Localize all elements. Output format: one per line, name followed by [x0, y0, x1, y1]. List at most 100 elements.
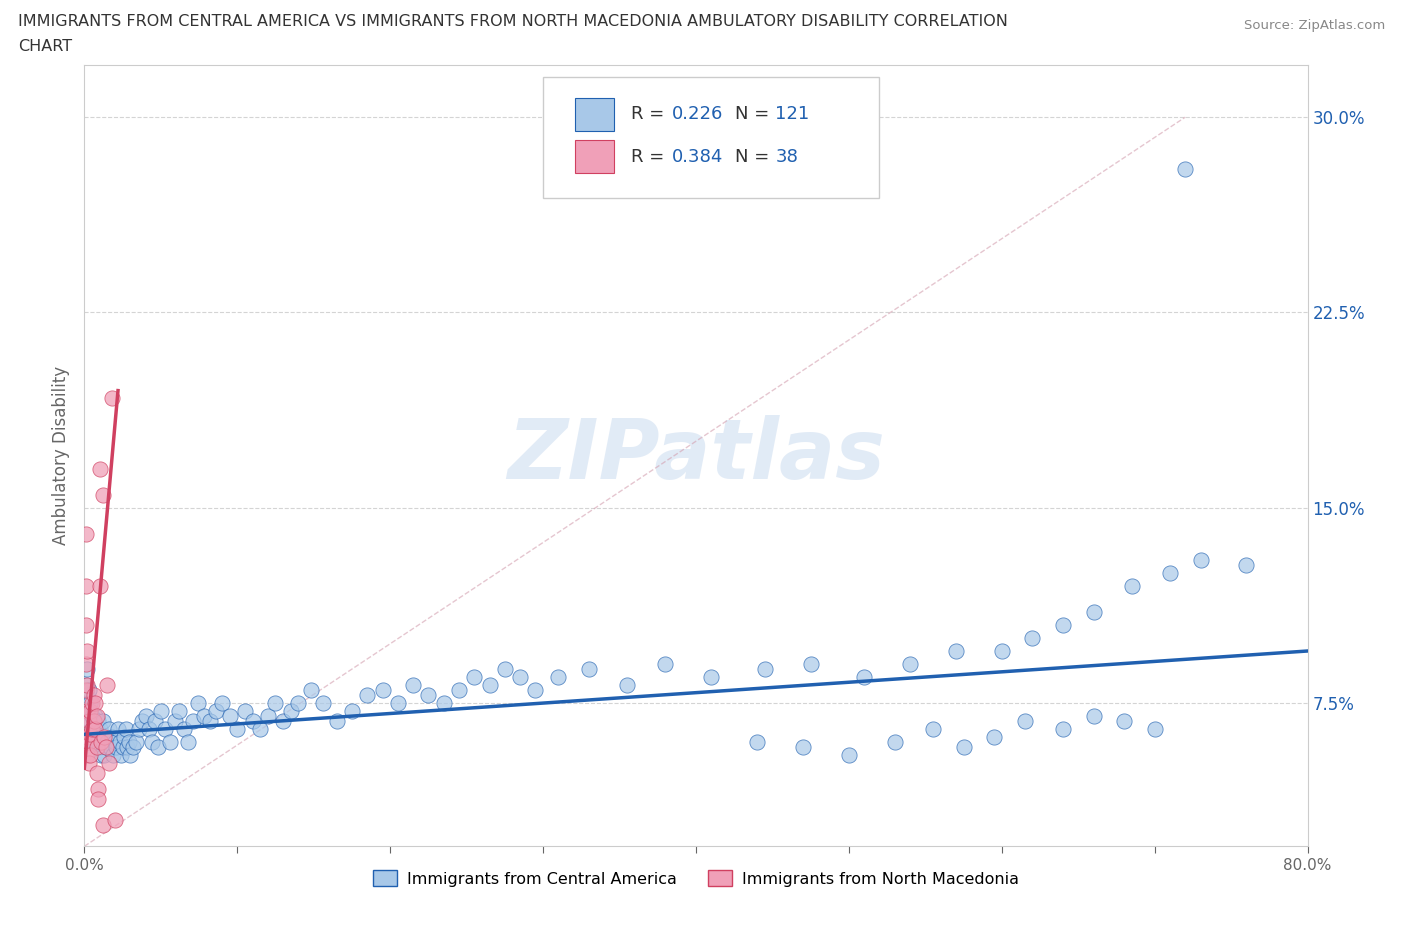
Point [271, 714, 294, 729]
Point [1052, 618, 1074, 632]
Point [77, 714, 100, 729]
Text: N =: N = [735, 148, 775, 166]
Point [103, 748, 125, 763]
Point [138, 722, 160, 737]
Point [125, 735, 148, 750]
Point [112, 729, 135, 744]
Point [264, 696, 287, 711]
Point [524, 683, 547, 698]
Point [1159, 565, 1181, 580]
Point [76, 729, 98, 744]
FancyBboxPatch shape [575, 98, 614, 131]
Point [447, 683, 470, 698]
Point [76, 703, 98, 718]
Point [97, 755, 120, 770]
Point [1052, 722, 1074, 737]
Point [198, 714, 221, 729]
Text: Source: ZipAtlas.com: Source: ZipAtlas.com [1244, 19, 1385, 32]
Point [86, 722, 108, 737]
Point [91, 487, 114, 502]
Point [991, 644, 1014, 658]
Point [983, 729, 1005, 744]
Point [340, 703, 363, 718]
Point [77, 683, 100, 698]
Point [792, 740, 814, 755]
Point [122, 740, 145, 755]
Point [141, 735, 163, 750]
Point [1021, 631, 1043, 645]
Point [93, 748, 115, 763]
Point [83, 714, 105, 729]
Point [654, 657, 676, 671]
Point [84, 696, 107, 711]
Point [177, 735, 200, 750]
Point [205, 703, 228, 718]
Point [118, 735, 141, 750]
Point [922, 722, 945, 737]
Point [1014, 714, 1036, 729]
Point [76, 662, 98, 677]
Point [173, 722, 195, 737]
Point [257, 709, 280, 724]
Point [186, 696, 208, 711]
Point [79, 696, 101, 711]
Point [1189, 552, 1212, 567]
Point [80, 709, 103, 724]
Point [86, 766, 108, 781]
Point [853, 670, 876, 684]
Point [75, 683, 97, 698]
Point [89, 578, 111, 593]
Point [96, 677, 118, 692]
Point [89, 740, 111, 755]
Point [80, 722, 103, 737]
Text: 0.226: 0.226 [672, 105, 723, 124]
Point [218, 709, 240, 724]
Text: R =: R = [631, 148, 671, 166]
Point [233, 703, 256, 718]
Point [86, 709, 108, 724]
Point [371, 683, 394, 698]
Point [79, 714, 101, 729]
Point [700, 670, 723, 684]
Point [193, 709, 215, 724]
Point [76, 748, 98, 763]
Point [90, 735, 112, 750]
Point [135, 709, 157, 724]
FancyBboxPatch shape [543, 77, 880, 198]
Point [402, 677, 425, 692]
Point [616, 677, 638, 692]
Point [87, 714, 110, 729]
Y-axis label: Ambulatory Disability: Ambulatory Disability [52, 366, 70, 545]
Point [149, 703, 172, 718]
Text: CHART: CHART [18, 39, 72, 54]
Point [1236, 558, 1258, 573]
Point [433, 696, 456, 711]
Text: 121: 121 [776, 105, 810, 124]
Text: 0.384: 0.384 [672, 148, 723, 166]
Point [1174, 162, 1197, 177]
Point [509, 670, 531, 684]
Point [547, 670, 569, 684]
Point [463, 670, 485, 684]
Point [578, 662, 600, 677]
Point [945, 644, 967, 658]
Point [80, 696, 103, 711]
Point [312, 696, 335, 711]
Point [114, 722, 136, 737]
Legend: Immigrants from Central America, Immigrants from North Macedonia: Immigrants from Central America, Immigra… [367, 864, 1025, 893]
Point [952, 740, 974, 755]
Point [101, 729, 124, 744]
Point [146, 740, 169, 755]
Text: 38: 38 [776, 148, 799, 166]
Point [163, 714, 186, 729]
Point [838, 748, 860, 763]
Point [90, 729, 112, 744]
Point [898, 657, 921, 671]
Point [89, 461, 111, 476]
Point [94, 740, 117, 755]
Point [1114, 714, 1136, 729]
Point [104, 813, 127, 828]
Point [226, 722, 249, 737]
Point [75, 526, 97, 541]
Point [110, 748, 132, 763]
